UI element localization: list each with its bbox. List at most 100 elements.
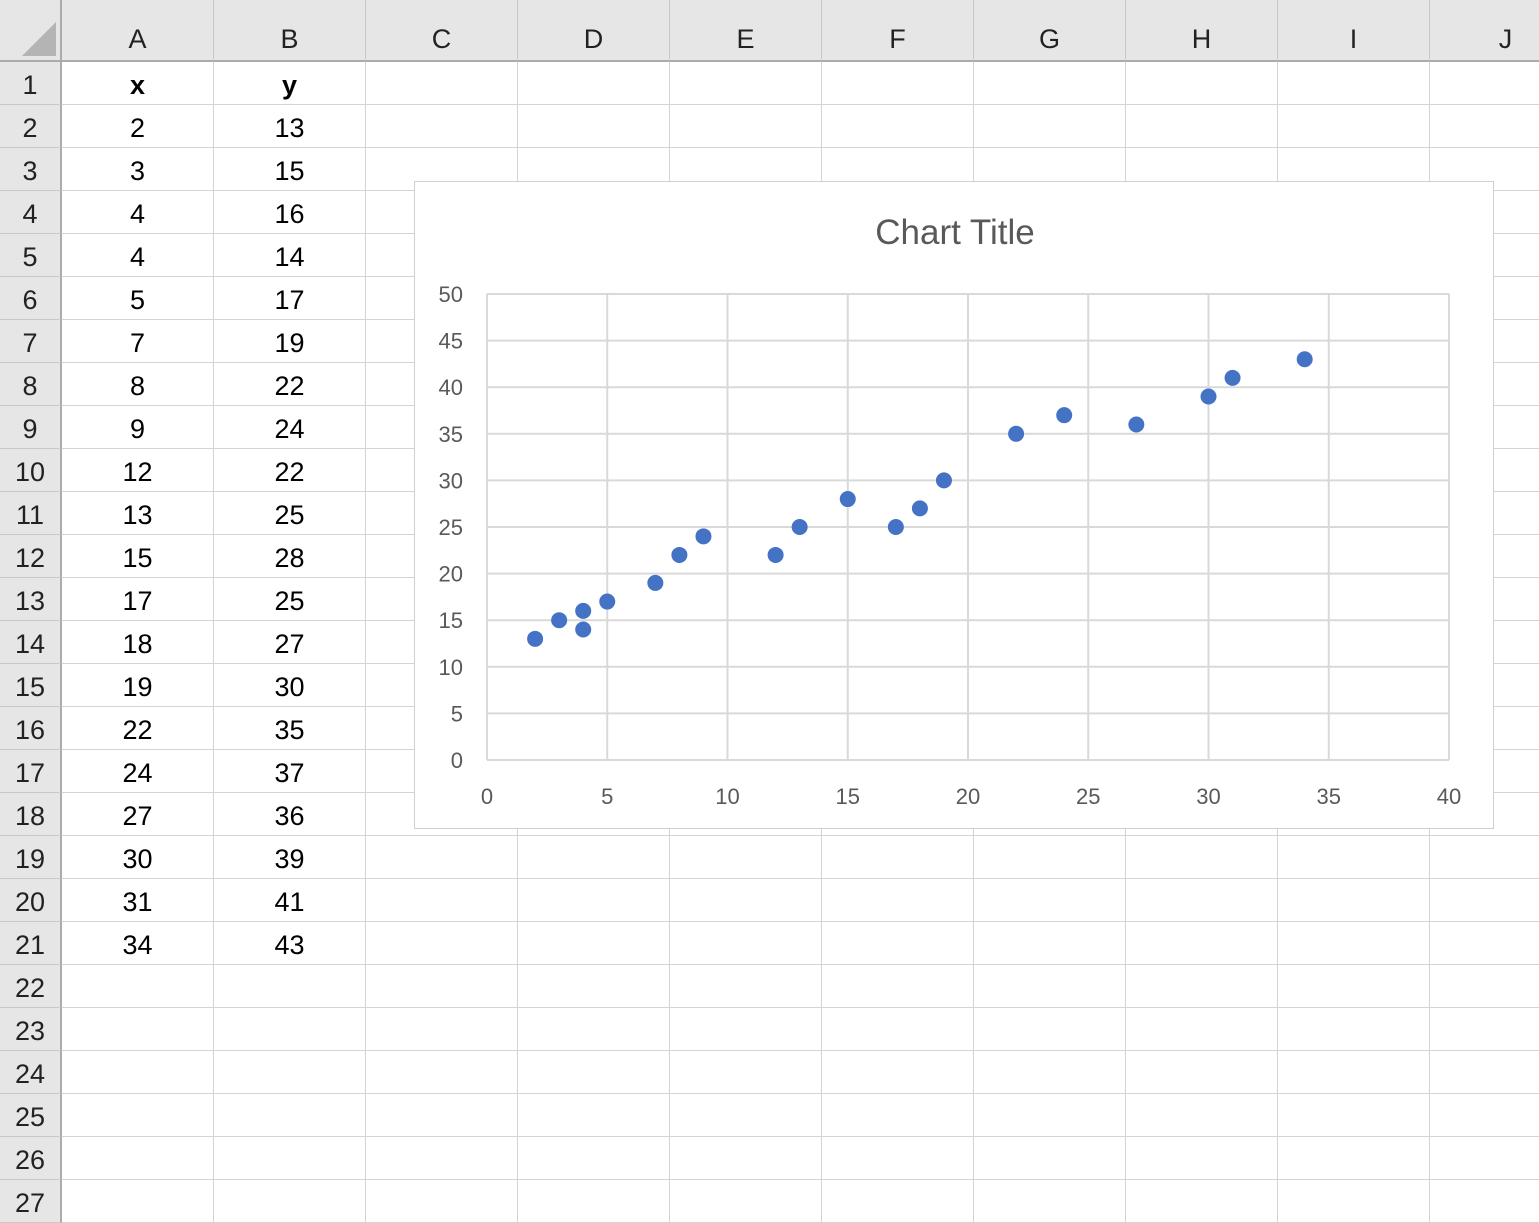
cell-j21[interactable] — [1430, 922, 1539, 965]
data-point[interactable] — [839, 491, 856, 508]
data-point[interactable] — [695, 528, 712, 545]
cell-a11[interactable]: 13 — [62, 492, 214, 535]
cell-i2[interactable] — [1278, 105, 1430, 148]
cell-c24[interactable] — [366, 1051, 518, 1094]
cell-i24[interactable] — [1278, 1051, 1430, 1094]
cell-b11[interactable]: 25 — [214, 492, 366, 535]
data-point[interactable] — [575, 621, 592, 638]
cell-b10[interactable]: 22 — [214, 449, 366, 492]
cell-a8[interactable]: 8 — [62, 363, 214, 406]
cell-j23[interactable] — [1430, 1008, 1539, 1051]
cell-i25[interactable] — [1278, 1094, 1430, 1137]
cell-h20[interactable] — [1126, 879, 1278, 922]
scatter-chart[interactable]: 0 5 10 15 20 25 30 35 40 0 5 10 15 20 25 30 35 40 45 50 Char… — [414, 181, 1494, 829]
column-header-h[interactable]: H — [1126, 0, 1278, 62]
cell-a16[interactable]: 22 — [62, 707, 214, 750]
column-header-f[interactable]: F — [822, 0, 974, 62]
data-point[interactable] — [791, 519, 808, 535]
row-header-24[interactable]: 24 — [0, 1051, 62, 1094]
cell-e25[interactable] — [670, 1094, 822, 1137]
cell-f24[interactable] — [822, 1051, 974, 1094]
cell-d25[interactable] — [518, 1094, 670, 1137]
cell-b9[interactable]: 24 — [214, 406, 366, 449]
cell-j22[interactable] — [1430, 965, 1539, 1008]
cell-c2[interactable] — [366, 105, 518, 148]
cell-f22[interactable] — [822, 965, 974, 1008]
cell-a18[interactable]: 27 — [62, 793, 214, 836]
cell-d19[interactable] — [518, 836, 670, 879]
cell-h1[interactable] — [1126, 62, 1278, 105]
row-header-14[interactable]: 14 — [0, 621, 62, 664]
chart-title[interactable]: Chart Title — [875, 213, 1035, 252]
row-header-18[interactable]: 18 — [0, 793, 62, 836]
cell-c19[interactable] — [366, 836, 518, 879]
cell-b14[interactable]: 27 — [214, 621, 366, 664]
cell-a3[interactable]: 3 — [62, 148, 214, 191]
cell-b4[interactable]: 16 — [214, 191, 366, 234]
cell-j1[interactable] — [1430, 62, 1539, 105]
column-header-g[interactable]: G — [974, 0, 1126, 62]
cell-e1[interactable] — [670, 62, 822, 105]
cell-c25[interactable] — [366, 1094, 518, 1137]
cell-a1[interactable]: x — [62, 62, 214, 105]
row-header-2[interactable]: 2 — [0, 105, 62, 148]
cell-a9[interactable]: 9 — [62, 406, 214, 449]
row-header-27[interactable]: 27 — [0, 1180, 62, 1223]
cell-g21[interactable] — [974, 922, 1126, 965]
cell-f1[interactable] — [822, 62, 974, 105]
row-header-19[interactable]: 19 — [0, 836, 62, 879]
cell-b27[interactable] — [214, 1180, 366, 1223]
cell-f21[interactable] — [822, 922, 974, 965]
data-point[interactable] — [671, 546, 688, 563]
cell-j18[interactable] — [1430, 793, 1539, 836]
cell-a10[interactable]: 12 — [62, 449, 214, 492]
cell-g25[interactable] — [974, 1094, 1126, 1137]
cell-c22[interactable] — [366, 965, 518, 1008]
select-all-corner[interactable] — [0, 0, 62, 62]
data-point[interactable] — [1008, 425, 1025, 442]
cell-a23[interactable] — [62, 1008, 214, 1051]
cell-b12[interactable]: 28 — [214, 535, 366, 578]
cell-e26[interactable] — [670, 1137, 822, 1180]
cell-j20[interactable] — [1430, 879, 1539, 922]
cell-c26[interactable] — [366, 1137, 518, 1180]
row-header-8[interactable]: 8 — [0, 363, 62, 406]
cell-f20[interactable] — [822, 879, 974, 922]
column-header-a[interactable]: A — [62, 0, 214, 62]
cell-g24[interactable] — [974, 1051, 1126, 1094]
cell-a25[interactable] — [62, 1094, 214, 1137]
cell-b23[interactable] — [214, 1008, 366, 1051]
cell-b17[interactable]: 37 — [214, 750, 366, 793]
cell-d26[interactable] — [518, 1137, 670, 1180]
cell-d24[interactable] — [518, 1051, 670, 1094]
cell-b26[interactable] — [214, 1137, 366, 1180]
row-header-4[interactable]: 4 — [0, 191, 62, 234]
cell-b16[interactable]: 35 — [214, 707, 366, 750]
cell-i23[interactable] — [1278, 1008, 1430, 1051]
row-header-10[interactable]: 10 — [0, 449, 62, 492]
row-header-22[interactable]: 22 — [0, 965, 62, 1008]
cell-a2[interactable]: 2 — [62, 105, 214, 148]
data-point[interactable] — [1296, 351, 1313, 368]
cell-a19[interactable]: 30 — [62, 836, 214, 879]
cell-h24[interactable] — [1126, 1051, 1278, 1094]
cell-d22[interactable] — [518, 965, 670, 1008]
cell-i21[interactable] — [1278, 922, 1430, 965]
row-header-26[interactable]: 26 — [0, 1137, 62, 1180]
row-header-3[interactable]: 3 — [0, 148, 62, 191]
cell-j27[interactable] — [1430, 1180, 1539, 1223]
row-header-23[interactable]: 23 — [0, 1008, 62, 1051]
cell-a24[interactable] — [62, 1051, 214, 1094]
cell-g1[interactable] — [974, 62, 1126, 105]
cell-f2[interactable] — [822, 105, 974, 148]
cell-j24[interactable] — [1430, 1051, 1539, 1094]
cell-g27[interactable] — [974, 1180, 1126, 1223]
column-header-j[interactable]: J — [1430, 0, 1539, 62]
cell-b2[interactable]: 13 — [214, 105, 366, 148]
cell-h21[interactable] — [1126, 922, 1278, 965]
row-header-16[interactable]: 16 — [0, 707, 62, 750]
cell-i19[interactable] — [1278, 836, 1430, 879]
cell-c1[interactable] — [366, 62, 518, 105]
cell-e23[interactable] — [670, 1008, 822, 1051]
cell-d27[interactable] — [518, 1180, 670, 1223]
